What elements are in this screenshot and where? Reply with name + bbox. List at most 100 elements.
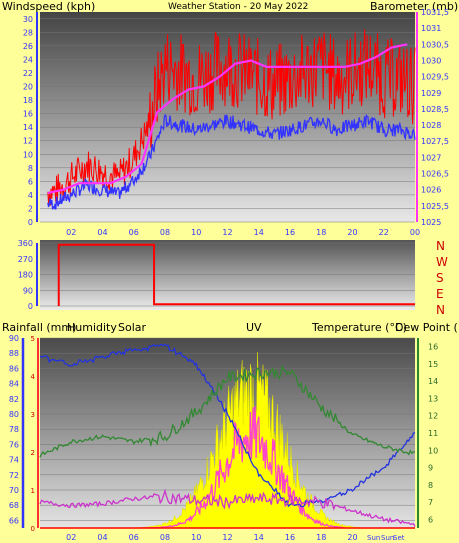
barometer-tick: 1030 — [421, 56, 441, 65]
temperature-axis-label: Temperature (°C) — [311, 321, 407, 334]
temperature-tick: 7 — [428, 498, 433, 507]
sun-label: Sun — [381, 534, 394, 542]
humidity-tick: 80 — [9, 410, 19, 419]
rainfall-axis: 0 1 2 3 4 5 — [31, 335, 39, 533]
uv-line — [141, 406, 345, 529]
dewpoint-line — [39, 488, 416, 527]
x-tick: 04 — [97, 533, 107, 542]
barometer-tick: 1025 — [421, 218, 441, 227]
x-tick: 14 — [254, 228, 264, 237]
windspeed-tick: 6 — [28, 177, 33, 186]
barometer-tick: 1030,5 — [421, 40, 449, 49]
windspeed-tick: 26 — [23, 42, 33, 51]
temperature-tick: 11 — [428, 429, 438, 438]
sun-label: Set — [393, 534, 405, 542]
barometer-tick: 1028,5 — [421, 105, 449, 114]
humidity-tick: 78 — [9, 425, 19, 434]
rainfall-tick: 5 — [31, 335, 35, 343]
x-tick: 18 — [316, 228, 326, 237]
barometer-tick: 1028 — [421, 121, 441, 130]
humidity-tick: 66 — [9, 516, 19, 525]
rainfall-tick: 3 — [31, 411, 35, 419]
x-tick: 14 — [254, 533, 264, 542]
sun-label: Sun — [367, 534, 380, 542]
temperature-tick: 16 — [428, 343, 438, 352]
direction-tick: 360 — [18, 239, 33, 248]
direction-panel-grid — [40, 242, 415, 307]
humidity-tick: 68 — [9, 501, 19, 510]
windspeed-line — [47, 29, 416, 206]
compass-label: E — [436, 287, 444, 301]
x-tick: 08 — [160, 228, 170, 237]
x-tick: 12 — [222, 533, 232, 542]
windspeed-axis-label: Windspeed (kph) — [2, 0, 95, 13]
rainfall-tick: 4 — [31, 373, 36, 381]
humidity-tick: 86 — [9, 364, 19, 373]
humidity-tick: 84 — [9, 380, 19, 389]
temperature-tick: 8 — [428, 481, 433, 490]
temperature-line — [39, 364, 416, 458]
x-tick: 20 — [347, 533, 357, 542]
windspeed-tick: 4 — [28, 191, 33, 200]
direction-tick: 270 — [18, 255, 33, 264]
x-tick: 00 — [410, 228, 420, 237]
x-tick: 10 — [191, 228, 201, 237]
x-tick: 08 — [160, 533, 170, 542]
humidity-tick: 90 — [9, 334, 19, 343]
x-tick: 04 — [97, 228, 107, 237]
windspeed-tick: 10 — [23, 150, 33, 159]
direction-line — [57, 243, 415, 306]
temperature-tick: 15 — [428, 360, 438, 369]
humidity-tick: 76 — [9, 440, 19, 449]
rainfall-tick: 2 — [31, 449, 35, 457]
barometer-tick: 1029 — [421, 89, 441, 98]
dewpoint-axis-label: Dew Point (°C) — [395, 321, 459, 334]
windspeed-tick: 16 — [23, 110, 33, 119]
x-tick: 06 — [129, 228, 139, 237]
temperature-tick: 13 — [428, 394, 438, 403]
wind-x-axis: 02 04 06 08 10 12 14 16 18 20 22 00 — [66, 228, 420, 237]
chart-title: Weather Station - 20 May 2022 — [168, 2, 308, 12]
temperature-axis: 6 7 8 9 10 11 12 13 14 15 16 — [417, 338, 438, 528]
wind-series — [47, 29, 416, 210]
windspeed-tick: 24 — [23, 55, 33, 64]
compass-label: W — [436, 255, 448, 269]
x-tick: 10 — [191, 533, 201, 542]
windspeed-tick: 20 — [23, 83, 33, 92]
temperature-tick: 12 — [428, 412, 438, 421]
barometer-tick: 1031 — [421, 24, 441, 33]
barometer-tick: 1026 — [421, 186, 441, 195]
rainfall-axis-label: Rainfall (mm) — [2, 321, 76, 334]
humidity-axis: 66 68 70 72 74 76 78 80 82 84 86 88 90 — [9, 334, 25, 528]
wind-average-line — [47, 113, 416, 210]
humidity-line — [39, 343, 416, 508]
humidity-tick: 72 — [9, 471, 19, 480]
windspeed-tick: 18 — [23, 96, 33, 105]
temperature-tick: 6 — [428, 515, 433, 524]
windspeed-tick: 14 — [23, 123, 33, 132]
compass-label: S — [436, 271, 444, 285]
x-tick: 02 — [66, 533, 76, 542]
humidity-tick: 82 — [9, 395, 19, 404]
windspeed-tick: 22 — [23, 69, 33, 78]
x-tick: 20 — [347, 228, 357, 237]
x-tick: 16 — [285, 533, 295, 542]
direction-tick: 90 — [23, 286, 33, 295]
barometer-tick: 1027,5 — [421, 137, 449, 146]
temperature-tick: 9 — [428, 464, 433, 473]
direction-panel-background — [40, 240, 415, 310]
windspeed-tick: 0 — [28, 218, 33, 227]
rainfall-tick: 0 — [31, 525, 35, 533]
barometer-line — [47, 43, 408, 194]
windspeed-tick: 28 — [23, 28, 33, 37]
windspeed-tick: 8 — [28, 164, 33, 173]
compass-label: N — [436, 303, 445, 317]
windspeed-tick: 12 — [23, 137, 33, 146]
compass-label: N — [436, 239, 445, 253]
windspeed-tick: 2 — [28, 204, 33, 213]
humidity-tick: 74 — [9, 456, 19, 465]
barometer-tick: 1026,5 — [421, 170, 449, 179]
